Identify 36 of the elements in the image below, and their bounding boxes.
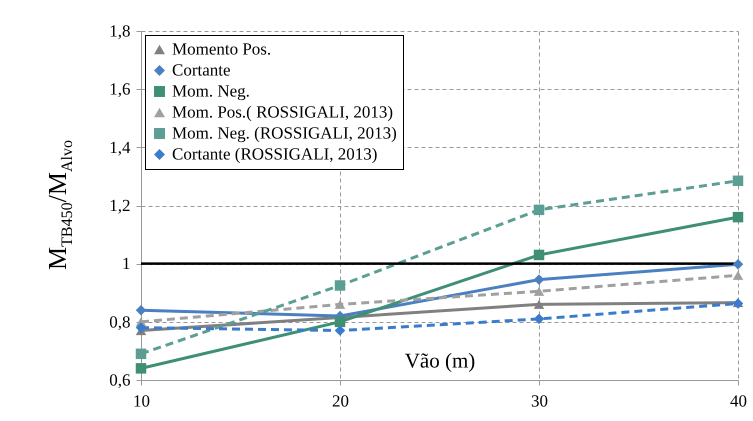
legend-label: Momento Pos. xyxy=(172,40,272,58)
point xyxy=(334,300,346,309)
point xyxy=(534,314,544,324)
y-tick-label: 1,6 xyxy=(109,80,130,99)
point xyxy=(136,322,146,333)
point xyxy=(136,348,146,360)
x-tick-label: 10 xyxy=(133,392,150,410)
y-tick-label: 1,4 xyxy=(109,138,131,157)
point xyxy=(334,316,346,328)
x-tick-label: 30 xyxy=(531,392,548,410)
x-tick-label: 40 xyxy=(730,392,747,410)
point xyxy=(534,300,544,309)
point xyxy=(732,212,744,222)
point xyxy=(534,250,544,260)
point xyxy=(534,204,544,216)
legend-label: Mom. Neg. (ROSSIGALI, 2013) xyxy=(172,124,397,142)
y-tick-label: 1,8 xyxy=(109,22,130,40)
y-tick-label: 1,2 xyxy=(109,196,130,215)
point xyxy=(732,176,744,186)
x-axis-title: Vão (m) xyxy=(404,348,476,372)
point xyxy=(136,304,146,316)
legend-label: Mom. Neg. xyxy=(172,82,250,100)
point xyxy=(534,286,544,296)
y-tick-label: 1 xyxy=(122,254,130,274)
point xyxy=(534,274,544,285)
x-tick-label: 20 xyxy=(332,392,349,410)
y-tick-label: 0,6 xyxy=(109,370,130,390)
point xyxy=(732,270,744,280)
point xyxy=(334,280,346,291)
point xyxy=(334,325,346,336)
point xyxy=(732,259,744,270)
y-tick-label: 0,8 xyxy=(109,312,130,332)
point xyxy=(136,363,146,374)
legend-label: Mom. Pos.( ROSSIGALI, 2013) xyxy=(172,102,394,122)
legend-label: Cortante (ROSSIGALI, 2013) xyxy=(172,144,378,164)
legend-label: Cortante xyxy=(172,60,231,80)
